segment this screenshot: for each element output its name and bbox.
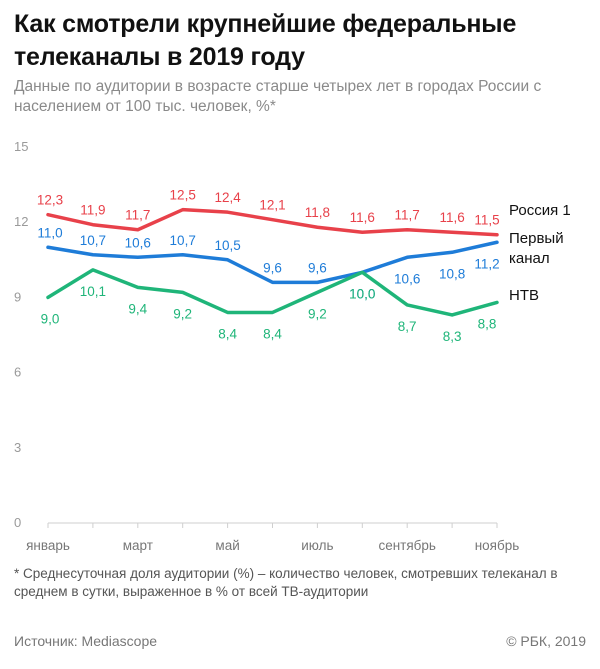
data-label: 8,3 bbox=[443, 329, 462, 344]
data-label: 11,0 bbox=[37, 225, 62, 240]
y-tick-label: 6 bbox=[14, 365, 21, 380]
data-label: 10,0 bbox=[349, 286, 375, 301]
data-label: 10,6 bbox=[125, 235, 151, 250]
data-label: 8,7 bbox=[398, 319, 417, 334]
data-label: 9,6 bbox=[308, 260, 327, 275]
data-label: 11,6 bbox=[439, 210, 464, 225]
data-label: 10,7 bbox=[80, 233, 106, 248]
data-label: 8,8 bbox=[478, 316, 497, 331]
y-tick-label: 0 bbox=[14, 515, 21, 530]
y-tick-label: 12 bbox=[14, 214, 28, 229]
x-tick-label: сентябрь bbox=[378, 538, 435, 553]
data-label: 12,1 bbox=[259, 198, 285, 213]
data-label: 12,4 bbox=[214, 190, 241, 205]
legend-label-perviy-kanal: Первый канал bbox=[509, 230, 564, 267]
x-tick-label: март bbox=[123, 538, 153, 553]
footnote: * Среднесуточная доля аудитории (%) – ко… bbox=[14, 566, 558, 599]
x-tick-label: май bbox=[215, 538, 239, 553]
data-label: 11,8 bbox=[305, 205, 330, 220]
line-chart: 15 12 9 6 3 0 январь март май июль сентябрь ноябрь 1… bbox=[14, 139, 571, 553]
x-tick-label: январь bbox=[26, 538, 70, 553]
data-label: 11,6 bbox=[350, 210, 375, 225]
data-label: 9,2 bbox=[308, 306, 327, 321]
data-label: 8,4 bbox=[218, 326, 237, 341]
data-label: 9,6 bbox=[263, 260, 282, 275]
data-label: 12,3 bbox=[37, 193, 63, 208]
data-label: 11,7 bbox=[125, 208, 150, 223]
data-label: 10,0 bbox=[349, 286, 375, 301]
y-tick-label: 3 bbox=[14, 440, 21, 455]
data-label: 10,5 bbox=[214, 238, 240, 253]
data-label: 9,4 bbox=[128, 301, 147, 316]
data-label: 11,5 bbox=[474, 213, 499, 228]
data-label: 10,1 bbox=[80, 284, 106, 299]
legend-label-rossiya-1: Россия 1 bbox=[509, 202, 571, 219]
x-tick-label: июль bbox=[301, 538, 333, 553]
y-tick-label: 9 bbox=[14, 289, 21, 304]
data-label: 12,5 bbox=[170, 188, 196, 203]
legend-label-ntv: НТВ bbox=[509, 287, 539, 304]
data-label: 11,7 bbox=[395, 208, 420, 223]
data-label: 10,8 bbox=[439, 266, 465, 281]
series-line-perviy-kanal bbox=[46, 240, 499, 285]
data-label: 10,7 bbox=[170, 233, 196, 248]
data-label: 8,4 bbox=[263, 326, 282, 341]
x-tick-label: ноябрь bbox=[475, 538, 520, 553]
data-label: 9,2 bbox=[173, 306, 192, 321]
data-label: 10,6 bbox=[394, 271, 420, 286]
y-tick-label: 15 bbox=[14, 139, 28, 154]
series-line-ntv bbox=[46, 268, 499, 317]
chart-title: Как смотрели крупнейшие федеральные теле… bbox=[14, 10, 517, 71]
copyright: © РБК, 2019 bbox=[506, 633, 586, 649]
data-label: 9,0 bbox=[41, 311, 60, 326]
source-credit: Источник: Mediascope bbox=[14, 633, 158, 649]
data-label: 11,9 bbox=[80, 203, 105, 218]
data-label: 11,2 bbox=[474, 256, 499, 271]
series-line-rossiya-1 bbox=[46, 207, 499, 237]
chart-subtitle: Данные по аудитории в возрасте старше че… bbox=[14, 78, 542, 115]
